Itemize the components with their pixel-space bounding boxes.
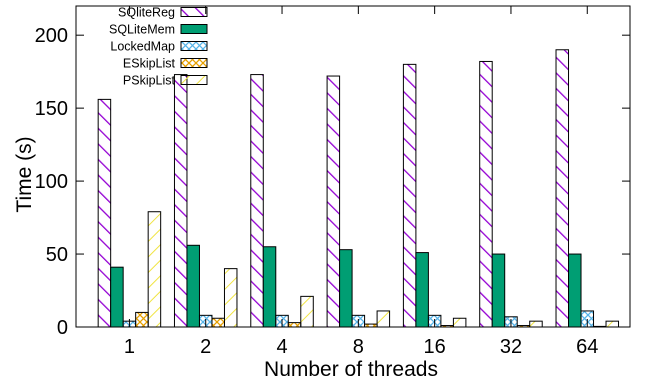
legend-label: PSkipList [123,74,176,88]
x-tick-label: 2 [200,336,211,358]
bar-SQliteReg-1 [97,98,112,328]
legend-swatch [180,75,208,85]
legend-label: ESkipList [123,57,176,71]
bar-SQliteReg-64 [555,49,570,328]
bar-SQLiteMem-2 [186,244,200,328]
y-tick-label: 50 [46,244,68,266]
bar-SQLiteMem-32 [491,253,506,328]
tick-labels: 0 50 100 150 200 1 2 4 8 16 32 64 [35,25,599,358]
x-tick-label: 8 [353,336,364,358]
legend-label: SQliteReg [118,6,175,20]
y-tick-label: 100 [35,171,68,193]
bar-ESkipList-4 [287,322,302,328]
bar-SQliteReg-4 [250,74,264,328]
bar-PSkipList-32 [529,320,543,328]
plot-frame [75,5,631,328]
x-tick-label: 16 [424,336,446,358]
bar-group [97,49,620,328]
legend: SQliteReg SQLiteMem LockedMap ESkipList PSki… [109,6,208,88]
bar-PSkipList-1 [147,211,162,328]
bar-PSkipList-16 [452,317,467,328]
legend-swatch [180,58,208,68]
bar-SQLiteMem-8 [339,249,353,328]
legend-swatch [180,41,208,51]
bar-SQliteReg-16 [402,63,417,328]
bar-PSkipList-2 [223,268,238,328]
x-tick-label: 32 [500,336,522,358]
legend-label: LockedMap [110,40,175,54]
bar-PSkipList-4 [300,295,314,328]
bar-SQLiteMem-1 [110,266,124,328]
y-tick-label: 200 [35,25,68,47]
bar-SQliteReg-2 [173,74,188,328]
x-tick-label: 4 [276,336,287,358]
bar-SQLiteMem-16 [415,252,429,328]
bar-ESkipList-1 [135,311,149,328]
x-tick-label: 64 [576,336,598,358]
axes [75,5,631,328]
y-tick-label: 150 [35,98,68,120]
bar-SQLiteMem-4 [262,246,277,328]
bar-PSkipList-64 [605,320,620,328]
bar-SQliteReg-32 [479,60,493,328]
legend-swatch [180,24,208,34]
y-axis-title: Time (s) [13,136,36,212]
x-tick-label: 1 [124,336,135,358]
bar-SQliteReg-8 [326,75,341,328]
bar-ESkipList-2 [211,317,225,328]
bar-SQLiteMem-64 [568,253,582,328]
x-axis-title: Number of threads [264,358,438,381]
bar-PSkipList-8 [376,310,391,328]
legend-label: SQLiteMem [109,23,175,37]
legend-swatch [180,7,208,17]
y-tick-label: 0 [57,317,68,339]
